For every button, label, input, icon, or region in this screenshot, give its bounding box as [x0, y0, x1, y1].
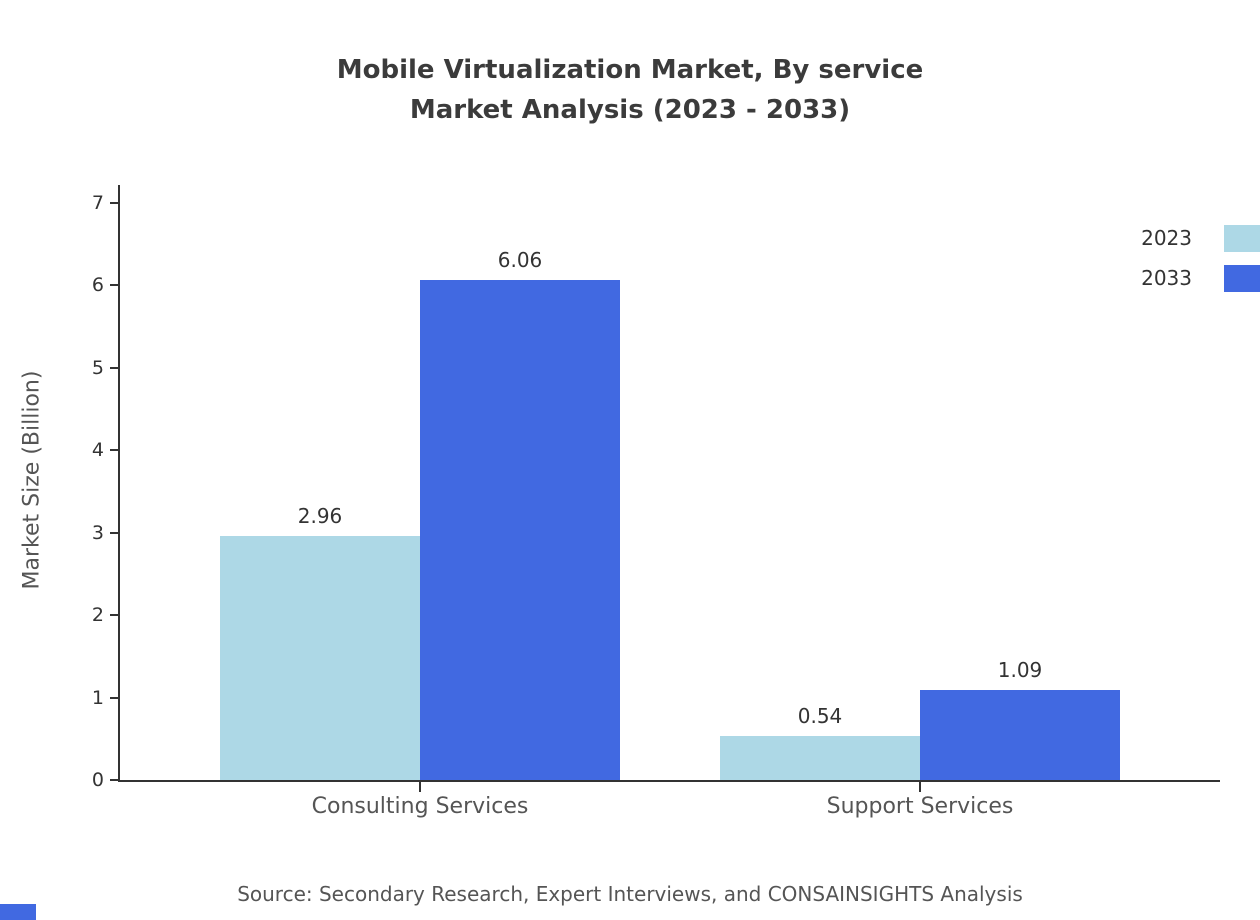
bar-2033-support-services: 1.09 [920, 658, 1120, 780]
y-tick-label: 6 [91, 274, 104, 297]
y-tick [110, 202, 118, 204]
y-tick-label: 7 [91, 192, 104, 214]
x-tick [419, 782, 421, 792]
bar-value-label: 6.06 [497, 248, 543, 273]
y-tick-label: 3 [91, 521, 104, 544]
y-tick-label: 5 [91, 356, 104, 379]
bar-value-label: 2.96 [297, 504, 343, 529]
y-tick-label: 0 [91, 769, 104, 791]
bar-2023-consulting-services: 2.96 [220, 504, 420, 780]
chart-title-line2: Market Analysis (2023 - 2033) [409, 95, 851, 125]
bar-group-consulting-services: 2.96 6.06 [220, 248, 620, 780]
category-label: Consulting Services [311, 794, 529, 819]
bar-group-support-services: 0.54 1.09 [720, 658, 1120, 780]
bar-2033-consulting-services: 6.06 [420, 248, 620, 780]
y-tick-label: 2 [91, 604, 104, 627]
y-tick [110, 614, 118, 617]
y-axis-line [118, 185, 120, 780]
y-tick [110, 696, 118, 699]
chart-title: Mobile Virtualization Market, By service… [0, 50, 1260, 130]
bar-value-label: 1.09 [997, 658, 1043, 683]
legend-swatch [1224, 264, 1260, 292]
legend-label: 2023 [1141, 226, 1192, 250]
category-label: Support Services [826, 794, 1014, 819]
x-axis-line [118, 780, 1220, 782]
x-tick [919, 782, 921, 792]
bar-value-label: 0.54 [797, 703, 843, 728]
legend: 2023 2033 [1141, 222, 1260, 302]
y-tick-label: 1 [91, 686, 104, 709]
legend-item-2023: 2023 [1141, 222, 1260, 254]
legend-label: 2033 [1141, 266, 1192, 290]
source-text: Source: Secondary Research, Expert Inter… [237, 882, 1023, 906]
y-tick [110, 284, 118, 287]
y-tick [110, 531, 118, 534]
chart-title-line1: Mobile Virtualization Market, By service [336, 55, 924, 85]
bar-2023-support-services: 0.54 [720, 704, 920, 780]
y-tick [110, 779, 118, 781]
y-axis-label: Market Size (Billion) [19, 370, 45, 590]
legend-swatch [1224, 224, 1260, 252]
y-tick-label: 4 [91, 439, 104, 462]
legend-item-2033: 2033 [1141, 262, 1260, 294]
y-tick [110, 449, 118, 452]
y-tick [110, 366, 118, 369]
corner-watermark [0, 904, 36, 920]
plot-area: 0 1 2 3 4 5 6 7 2.96 6.06 Consulting Services 0.54 1… [92, 185, 1220, 819]
